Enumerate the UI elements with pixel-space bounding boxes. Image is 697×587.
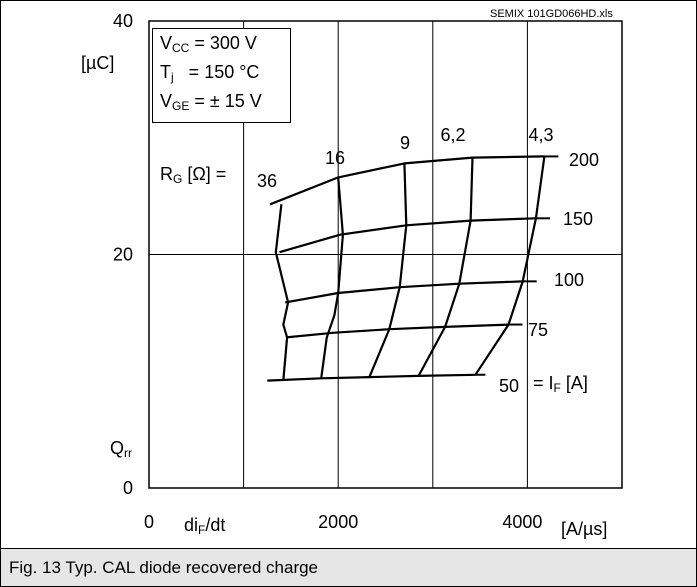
- y-symbol-label: Qrr: [110, 438, 133, 460]
- rg-value-label: 16: [325, 148, 345, 168]
- if-curve-50: [267, 373, 476, 382]
- y-tick-label: 0: [123, 478, 133, 498]
- if-curve-200: [269, 155, 545, 206]
- rg-curve-16: [320, 177, 344, 379]
- y-tick-label: 40: [113, 11, 133, 31]
- x-tick-label: 2000: [318, 512, 358, 532]
- y-tick-label: 20: [113, 245, 133, 265]
- chart-svg: 0 2000 4000 0 20 40 36 16 9 6,2 4,3 200 150 100 75 50: [113, 11, 623, 532]
- if-value-label: 200: [569, 150, 599, 170]
- if-label: = IF [A]: [533, 373, 588, 395]
- rg-curve-36: [274, 204, 290, 381]
- x-tick-label: 4000: [502, 512, 542, 532]
- x-unit-label: [A/µs]: [561, 519, 608, 539]
- if-curve-75: [286, 323, 509, 339]
- rg-label: RG [Ω] =: [160, 164, 227, 186]
- condition-tj: Tj = 150 °C: [160, 62, 260, 84]
- rg-value-label: 4,3: [528, 125, 553, 145]
- if-curve-150: [279, 217, 536, 254]
- file-label: SEMIX 101GD066HD.xls: [490, 8, 613, 20]
- plot-border: [148, 20, 623, 489]
- rg-value-label: 9: [400, 133, 410, 153]
- if-value-label: 100: [554, 270, 584, 290]
- x-symbol-label: diF/dt: [184, 515, 226, 537]
- figure-caption: Fig. 13 Typ. CAL diode recovered charge: [1, 548, 696, 586]
- if-curve-100: [285, 280, 523, 304]
- tick-layer: 0 2000 4000 0 20 40 36 16 9 6,2 4,3 200 150 100 75 50: [113, 11, 599, 532]
- if-value-label: 75: [528, 320, 548, 340]
- rg-curve-9: [368, 163, 408, 378]
- if-value-label: 50: [499, 376, 519, 396]
- y-unit-label: [µC]: [81, 53, 115, 73]
- condition-vge: VGE = ± 15 V: [160, 91, 262, 113]
- conditions-box: VCC = 300 V Tj = 150 °C VGE = ± 15 V: [152, 28, 291, 123]
- rg-curve-6,2: [417, 157, 474, 377]
- curve-layer: [267, 155, 559, 382]
- condition-vcc: VCC = 300 V: [160, 33, 257, 55]
- grid-layer: [149, 21, 622, 488]
- rg-value-label: 6,2: [440, 125, 465, 145]
- x-tick-label: 0: [144, 512, 154, 532]
- rg-value-label: 36: [257, 171, 277, 191]
- rg-curve-4,3: [474, 156, 546, 376]
- if-value-label: 150: [563, 209, 593, 229]
